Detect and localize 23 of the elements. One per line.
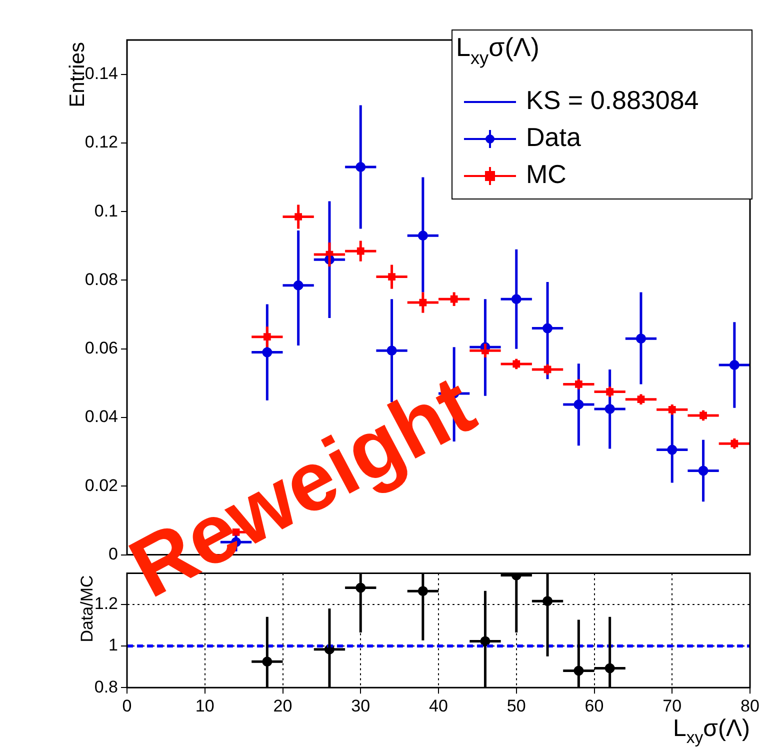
annotation: KS = 0.883084 (526, 85, 699, 116)
x-tick-label: 70 (662, 696, 682, 716)
x-tick-label: 80 (740, 696, 760, 716)
x-tick-label: 20 (273, 696, 292, 716)
y-tick-label: 0 (108, 544, 118, 564)
y-tick-label: 1 (108, 636, 118, 655)
y-tick-label: 0.02 (84, 476, 118, 495)
x-tick-label: 30 (351, 696, 370, 716)
y-tick-label: 1.2 (94, 594, 118, 614)
y-tick-label: 0.08 (84, 270, 118, 289)
y-tick-label: 0.1 (94, 201, 118, 220)
x-tick-label: 10 (195, 696, 214, 716)
y-tick-label: 0.8 (94, 677, 118, 696)
y-tick-label: 0.04 (84, 407, 118, 426)
x-tick-label: 40 (429, 696, 448, 716)
y-tick-label: 0.06 (84, 338, 118, 358)
legend-label: Data (526, 122, 582, 152)
y-axis-title: Data/MC (78, 575, 97, 642)
legend-label: MC (526, 159, 566, 190)
x-tick-label: 0 (122, 696, 132, 716)
x-tick-label: 60 (584, 696, 604, 716)
x-tick-label: 50 (506, 696, 526, 716)
y-tick-label: 0.12 (84, 132, 118, 152)
